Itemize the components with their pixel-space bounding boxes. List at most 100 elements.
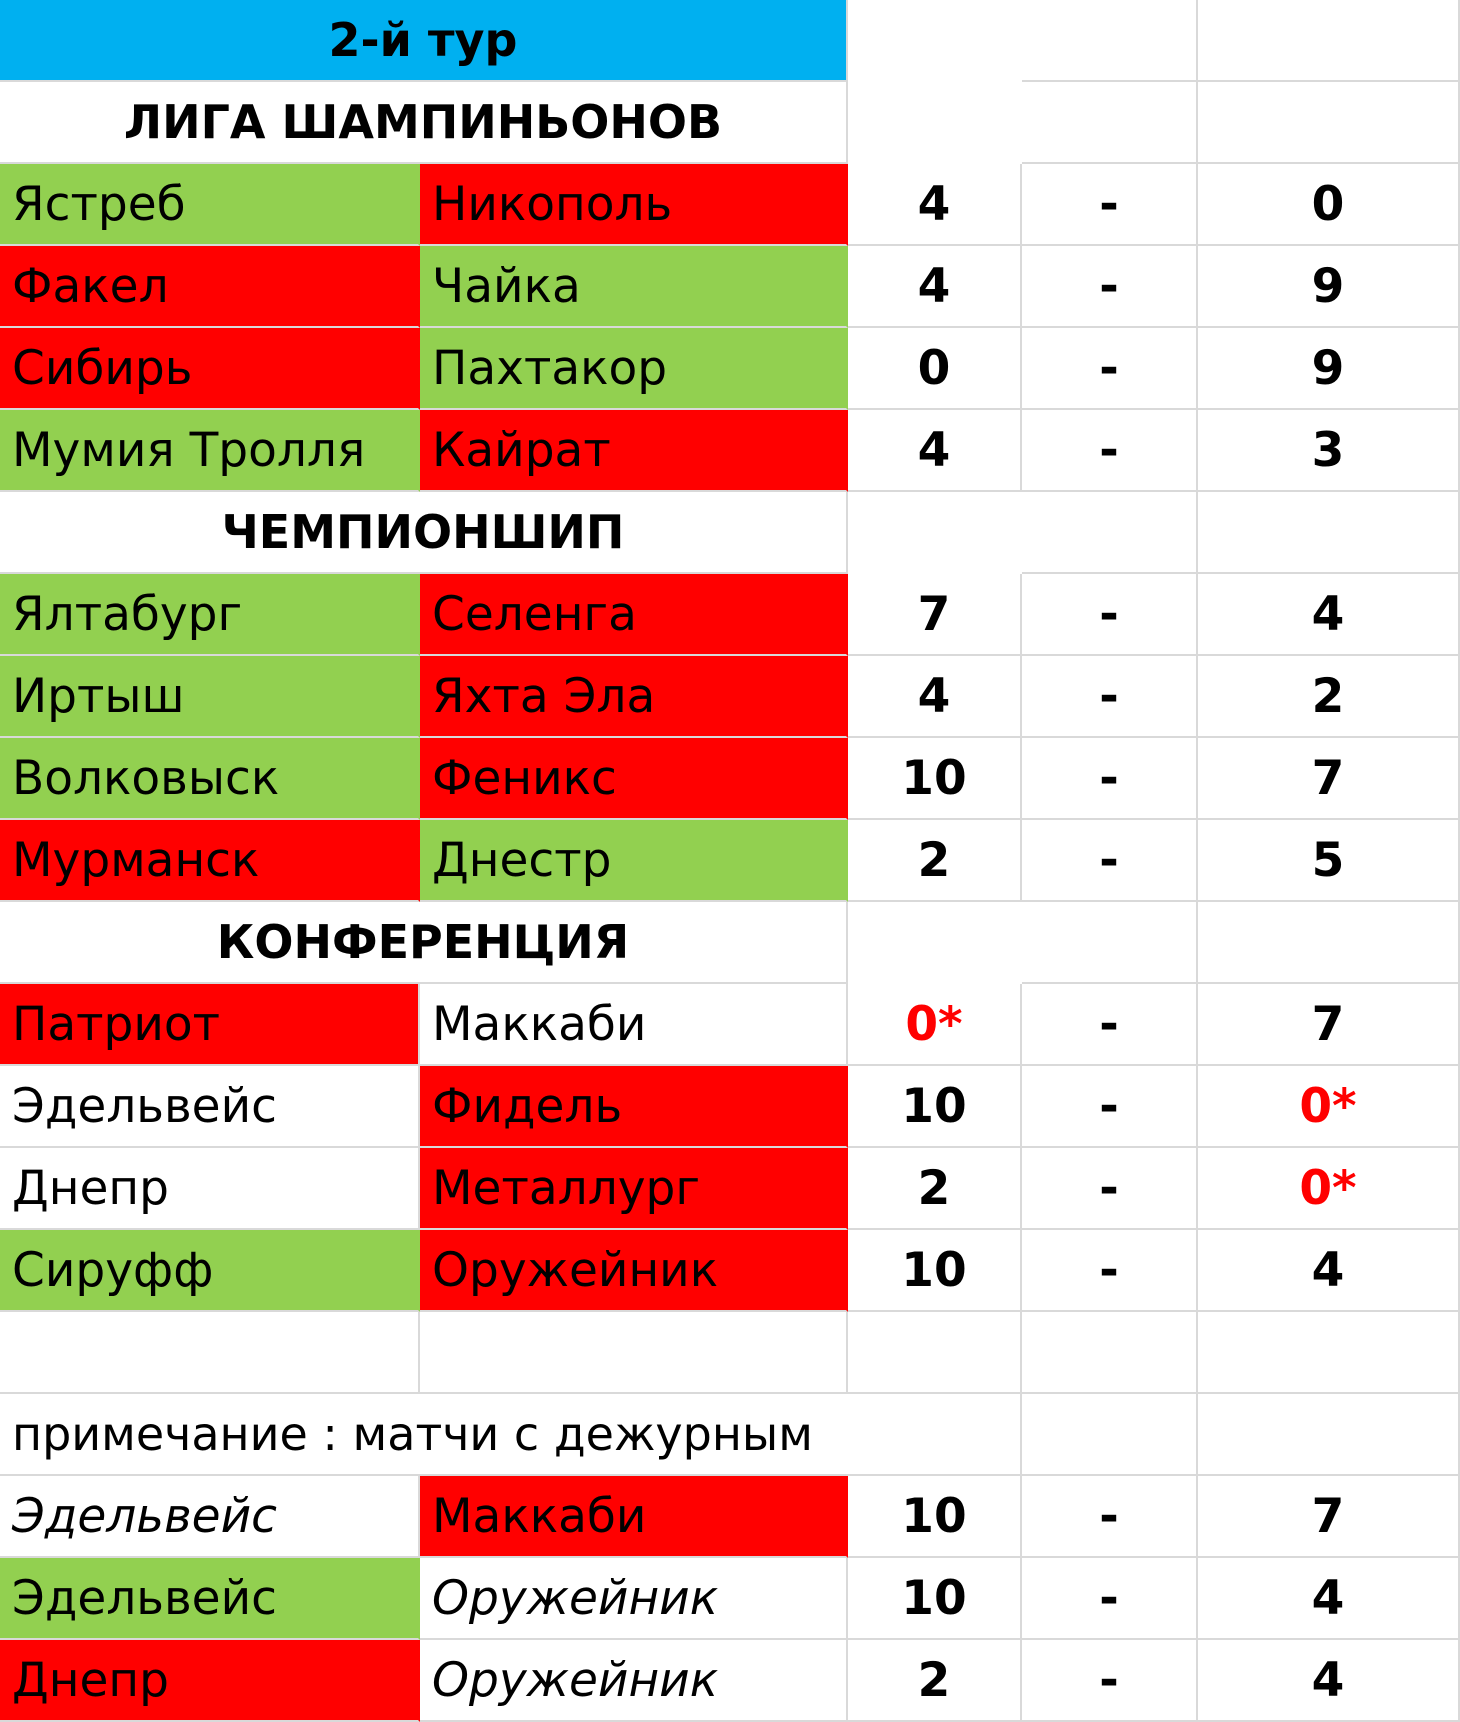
empty-cell[interactable]: [848, 1312, 1022, 1394]
section-title[interactable]: ЧЕМПИОНШИП: [0, 492, 848, 574]
home-team[interactable]: Факел: [0, 246, 420, 328]
home-score[interactable]: 10: [848, 1066, 1022, 1148]
table-row: Ястреб Никополь 4 - 0: [0, 164, 1460, 246]
away-score[interactable]: 7: [1198, 984, 1460, 1066]
home-score[interactable]: 4: [848, 164, 1022, 246]
home-team[interactable]: Патриот: [0, 984, 420, 1066]
home-team[interactable]: Сибирь: [0, 328, 420, 410]
away-team[interactable]: Пахтакор: [420, 328, 848, 410]
score-separator[interactable]: -: [1022, 1230, 1198, 1312]
away-score[interactable]: 4: [1198, 1558, 1460, 1640]
score-separator[interactable]: -: [1022, 1476, 1198, 1558]
home-score[interactable]: 10: [848, 1230, 1022, 1312]
home-team[interactable]: Сируфф: [0, 1230, 420, 1312]
empty-cell[interactable]: [1022, 1312, 1198, 1394]
score-separator[interactable]: -: [1022, 656, 1198, 738]
away-team[interactable]: Оружейник: [420, 1640, 848, 1722]
empty-cell[interactable]: [1198, 1394, 1460, 1476]
away-team[interactable]: Феникс: [420, 738, 848, 820]
away-score[interactable]: 5: [1198, 820, 1460, 902]
home-team[interactable]: Мумия Тролля: [0, 410, 420, 492]
home-team[interactable]: Иртыш: [0, 656, 420, 738]
score-separator[interactable]: -: [1022, 164, 1198, 246]
table-row: Днепр Металлург 2 - 0*: [0, 1148, 1460, 1230]
away-team[interactable]: Маккаби: [420, 1476, 848, 1558]
away-team[interactable]: Селенга: [420, 574, 848, 656]
home-score[interactable]: 4: [848, 246, 1022, 328]
home-team[interactable]: Эдельвейс: [0, 1476, 420, 1558]
score-separator[interactable]: -: [1022, 574, 1198, 656]
away-team[interactable]: Никополь: [420, 164, 848, 246]
home-team[interactable]: Волковыск: [0, 738, 420, 820]
away-score[interactable]: 2: [1198, 656, 1460, 738]
score-separator[interactable]: -: [1022, 328, 1198, 410]
score-separator[interactable]: -: [1022, 1640, 1198, 1722]
home-team[interactable]: Днепр: [0, 1148, 420, 1230]
away-score[interactable]: 9: [1198, 246, 1460, 328]
table-row: Мумия Тролля Кайрат 4 - 3: [0, 410, 1460, 492]
away-score[interactable]: 4: [1198, 1640, 1460, 1722]
section-title[interactable]: ЛИГА ШАМПИНЬОНОВ: [0, 82, 848, 164]
away-team[interactable]: Фидель: [420, 1066, 848, 1148]
away-score[interactable]: 0: [1198, 164, 1460, 246]
empty-cell[interactable]: [1198, 0, 1460, 82]
home-team[interactable]: Днепр: [0, 1640, 420, 1722]
home-score[interactable]: 2: [848, 1640, 1022, 1722]
note-text[interactable]: примечание : матчи с дежурным: [0, 1394, 1022, 1476]
home-score[interactable]: 2: [848, 1148, 1022, 1230]
empty-cell[interactable]: [1198, 902, 1460, 984]
away-score[interactable]: 0*: [1198, 1066, 1460, 1148]
away-team[interactable]: Маккаби: [420, 984, 848, 1066]
home-score[interactable]: 10: [848, 738, 1022, 820]
empty-cell[interactable]: [1198, 1312, 1460, 1394]
score-separator[interactable]: -: [1022, 1558, 1198, 1640]
away-score[interactable]: 3: [1198, 410, 1460, 492]
score-separator[interactable]: -: [1022, 820, 1198, 902]
empty-cell[interactable]: [420, 1312, 848, 1394]
away-team[interactable]: Яхта Эла: [420, 656, 848, 738]
score-separator[interactable]: -: [1022, 246, 1198, 328]
away-score[interactable]: 0*: [1198, 1148, 1460, 1230]
score-separator[interactable]: -: [1022, 1066, 1198, 1148]
away-team[interactable]: Днестр: [420, 820, 848, 902]
empty-cell[interactable]: [1198, 82, 1460, 164]
empty-cell[interactable]: [1198, 492, 1460, 574]
empty-cell[interactable]: [1022, 82, 1198, 164]
away-score[interactable]: 4: [1198, 574, 1460, 656]
home-score[interactable]: 7: [848, 574, 1022, 656]
score-separator[interactable]: -: [1022, 1148, 1198, 1230]
home-score[interactable]: 2: [848, 820, 1022, 902]
away-team[interactable]: Металлург: [420, 1148, 848, 1230]
home-score[interactable]: 4: [848, 656, 1022, 738]
away-team[interactable]: Оружейник: [420, 1558, 848, 1640]
empty-cell[interactable]: [1022, 902, 1198, 984]
empty-cell[interactable]: [1022, 492, 1198, 574]
away-team[interactable]: Оружейник: [420, 1230, 848, 1312]
home-score[interactable]: 0: [848, 328, 1022, 410]
home-team[interactable]: Ялтабург: [0, 574, 420, 656]
away-team[interactable]: Чайка: [420, 246, 848, 328]
home-team[interactable]: Эдельвейс: [0, 1558, 420, 1640]
empty-cell[interactable]: [1022, 0, 1198, 82]
home-score[interactable]: 10: [848, 1476, 1022, 1558]
round-title[interactable]: 2-й тур: [0, 0, 848, 82]
home-team[interactable]: Эдельвейс: [0, 1066, 420, 1148]
table-row: Факел Чайка 4 - 9: [0, 246, 1460, 328]
away-team[interactable]: Кайрат: [420, 410, 848, 492]
home-team[interactable]: Мурманск: [0, 820, 420, 902]
score-separator[interactable]: -: [1022, 410, 1198, 492]
empty-cell[interactable]: [0, 1312, 420, 1394]
home-score[interactable]: 4: [848, 410, 1022, 492]
score-separator[interactable]: -: [1022, 738, 1198, 820]
away-score[interactable]: 7: [1198, 738, 1460, 820]
home-score[interactable]: 10: [848, 1558, 1022, 1640]
home-score[interactable]: 0*: [848, 984, 1022, 1066]
away-score[interactable]: 9: [1198, 328, 1460, 410]
home-team[interactable]: Ястреб: [0, 164, 420, 246]
away-score[interactable]: 7: [1198, 1476, 1460, 1558]
empty-cell[interactable]: [1022, 1394, 1198, 1476]
away-score[interactable]: 4: [1198, 1230, 1460, 1312]
score-separator[interactable]: -: [1022, 984, 1198, 1066]
section-title[interactable]: КОНФЕРЕНЦИЯ: [0, 902, 848, 984]
